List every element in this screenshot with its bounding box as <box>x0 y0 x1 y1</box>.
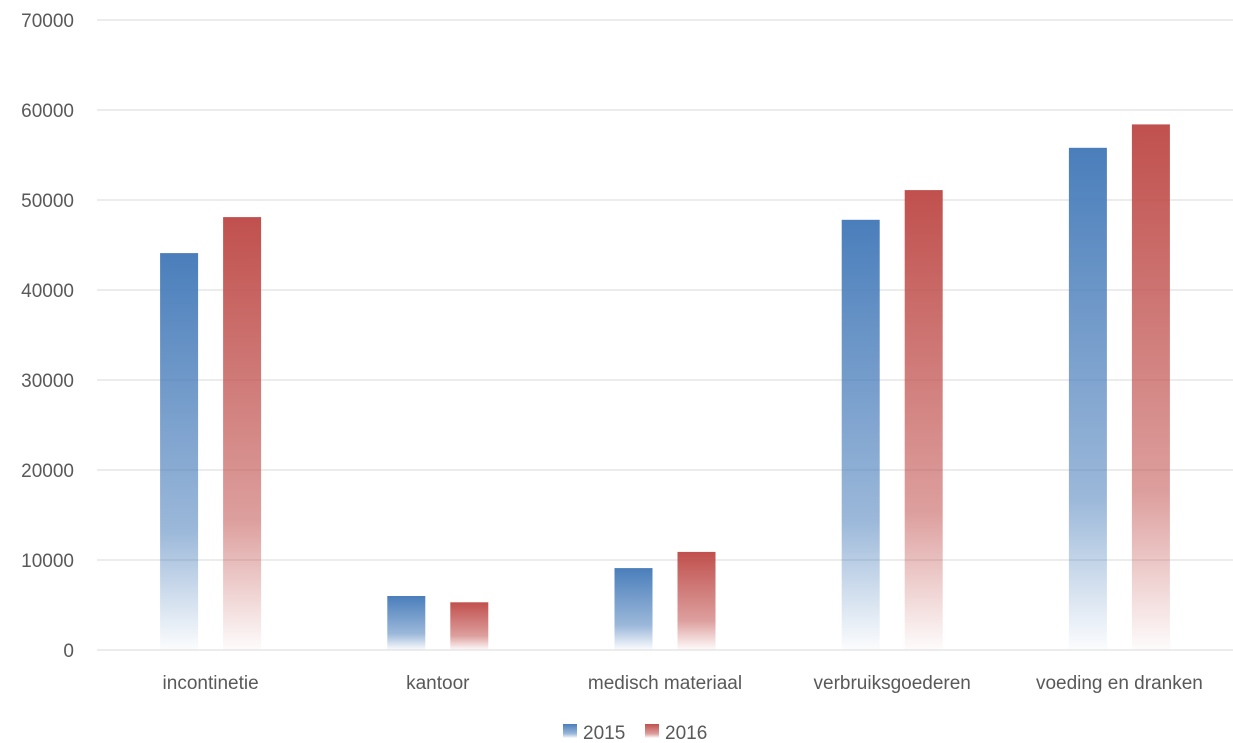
gridlines <box>97 19 1233 561</box>
bar-2016-voeding-en-dranken <box>1131 124 1170 650</box>
bar-2015-voeding-en-dranken <box>1068 147 1107 651</box>
x-tick-label: verbruiksgoederen <box>814 673 971 694</box>
legend-swatch-2016 <box>645 724 659 738</box>
x-tick-label: voeding en dranken <box>1036 673 1203 694</box>
bar-2015-kantoor <box>387 596 426 650</box>
y-tick-label: 30000 <box>21 371 74 392</box>
bar-2015-incontinetie <box>160 253 199 650</box>
legend-swatch-2015 <box>563 724 577 738</box>
bar-2016-verbruiksgoederen <box>904 190 943 650</box>
y-axis-ticks: 0 10000 20000 30000 40000 50000 60000 70000 <box>21 11 74 662</box>
bars <box>160 124 1170 651</box>
y-tick-label: 0 <box>63 641 74 662</box>
y-tick-label: 70000 <box>21 11 74 32</box>
legend-label: 2016 <box>665 723 707 743</box>
bar-2015-medisch-materiaal <box>614 568 653 650</box>
legend-label: 2015 <box>583 723 625 743</box>
y-tick-label: 40000 <box>21 281 74 302</box>
y-tick-label: 10000 <box>21 551 74 572</box>
x-axis: incontinetie kantoor medisch materiaal verb… <box>97 649 1233 694</box>
y-tick-label: 60000 <box>21 101 74 122</box>
x-tick-label: medisch materiaal <box>588 673 742 694</box>
bar-2015-verbruiksgoederen <box>841 219 880 651</box>
y-tick-label: 50000 <box>21 191 74 212</box>
y-tick-label: 20000 <box>21 461 74 482</box>
bar-2016-medisch-materiaal <box>677 551 716 650</box>
bar-2016-incontinetie <box>223 217 262 650</box>
bar-2016-kantoor <box>450 602 489 650</box>
x-tick-label: kantoor <box>406 673 470 694</box>
legend: 2015 2016 <box>563 723 707 743</box>
x-tick-label: incontinetie <box>163 673 259 694</box>
